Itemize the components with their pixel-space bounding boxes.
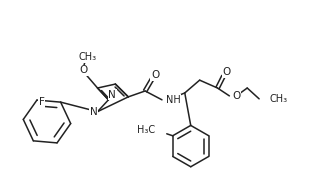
Text: CH₃: CH₃ xyxy=(269,94,287,104)
Text: O: O xyxy=(222,67,231,77)
Text: N: N xyxy=(90,107,98,117)
Text: F: F xyxy=(39,97,45,107)
Text: NH: NH xyxy=(166,95,181,105)
Text: N: N xyxy=(108,90,116,100)
Text: CH₃: CH₃ xyxy=(78,53,97,62)
Text: H₃C: H₃C xyxy=(137,125,155,135)
Text: O: O xyxy=(79,65,88,75)
Text: O: O xyxy=(151,70,159,80)
Text: O: O xyxy=(232,91,241,101)
